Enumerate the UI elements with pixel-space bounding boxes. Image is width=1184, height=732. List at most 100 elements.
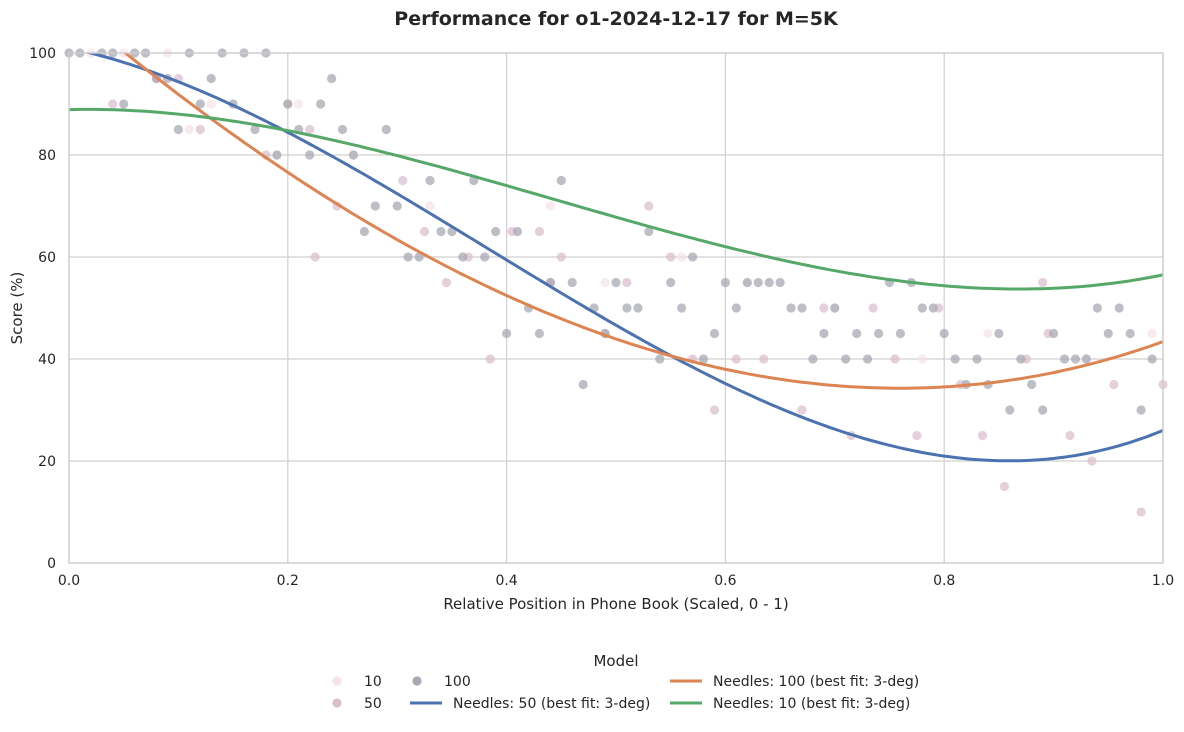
scatter-point-100 — [753, 277, 763, 288]
scatter-point-100 — [305, 150, 315, 160]
scatter-point-100 — [786, 303, 796, 313]
scatter-point-10 — [206, 99, 216, 109]
scatter-point-100 — [1081, 354, 1091, 364]
scatter-point-100 — [512, 226, 523, 237]
y-tick-label: 60 — [38, 250, 56, 266]
scatter-point-50 — [1109, 379, 1119, 390]
scatter-point-100 — [928, 303, 938, 313]
scatter-point-100 — [425, 175, 435, 186]
scatter-point-50 — [709, 405, 720, 415]
scatter-point-100 — [731, 303, 741, 313]
scatter-point-10 — [545, 201, 556, 211]
scatter-point-100 — [917, 303, 927, 313]
scatter-point-100 — [502, 328, 512, 339]
scatter-point-100 — [666, 277, 676, 288]
scatter-point-100 — [1125, 328, 1135, 339]
scatter-point-50 — [310, 252, 320, 262]
scatter-point-50 — [644, 201, 654, 211]
y-tick-label: 80 — [38, 148, 56, 164]
scatter-point-100 — [994, 328, 1004, 339]
scatter-point-100 — [655, 354, 665, 364]
scatter-point-100 — [1136, 405, 1146, 415]
scatter-point-50 — [1038, 277, 1048, 288]
scatter-point-100 — [1114, 303, 1124, 313]
scatter-point-100 — [622, 303, 632, 313]
x-tick-label: 0.4 — [495, 573, 517, 589]
scatter-point-100 — [972, 354, 982, 364]
scatter-point-100 — [742, 277, 752, 288]
y-tick-label: 40 — [38, 352, 56, 368]
scatter-point-50 — [819, 303, 829, 313]
legend-marker — [332, 698, 342, 708]
scatter-point-10 — [600, 277, 610, 288]
scatter-point-100 — [370, 201, 380, 211]
legend: Model 10 50 100 Needles: 50 (best fit: 3-de… — [332, 652, 919, 712]
scatter-point-100 — [1103, 328, 1113, 339]
legend-marker — [412, 676, 422, 686]
scatter-point-100 — [841, 354, 851, 364]
scatter-point-100 — [852, 328, 862, 339]
scatter-point-100 — [480, 252, 490, 262]
scatter-point-100 — [250, 124, 260, 135]
scatter-point-100 — [698, 354, 709, 364]
scatter-point-100 — [403, 252, 413, 262]
scatter-point-100 — [611, 277, 621, 288]
y-axis-label: Score (%) — [8, 272, 26, 345]
scatter-point-50 — [420, 226, 430, 237]
scatter-point-100 — [939, 328, 949, 339]
x-tick-label: 0.8 — [933, 573, 955, 589]
x-tick-label: 0.0 — [58, 573, 80, 589]
scatter-point-100 — [381, 124, 391, 135]
scatter-point-10 — [425, 201, 435, 211]
scatter-point-100 — [206, 73, 216, 84]
legend-label: Needles: 50 (best fit: 3-deg) — [453, 696, 650, 712]
scatter-point-100 — [173, 124, 183, 135]
scatter-point-10 — [917, 354, 927, 364]
legend-marker — [332, 676, 342, 686]
legend-title: Model — [593, 652, 638, 670]
scatter-point-100 — [830, 303, 840, 313]
scatter-points — [64, 48, 1168, 517]
scatter-point-100 — [633, 303, 643, 313]
scatter-point-50 — [534, 226, 545, 237]
scatter-point-100 — [1092, 303, 1102, 313]
scatter-point-10 — [1147, 328, 1157, 339]
scatter-point-50 — [1065, 430, 1075, 441]
scatter-point-100 — [1070, 354, 1081, 364]
scatter-point-50 — [1087, 456, 1097, 466]
scatter-point-100 — [556, 175, 566, 186]
scatter-point-100 — [119, 99, 129, 109]
scatter-point-100 — [283, 99, 293, 109]
scatter-point-100 — [1027, 379, 1037, 390]
x-tick-label: 0.2 — [277, 573, 299, 589]
scatter-point-50 — [977, 430, 988, 441]
legend-label: 10 — [364, 674, 382, 690]
scatter-point-50 — [622, 277, 632, 288]
scatter-point-100 — [797, 303, 807, 313]
scatter-point-10 — [983, 328, 993, 339]
scatter-point-50 — [666, 252, 676, 262]
scatter-point-100 — [195, 99, 205, 109]
scatter-point-100 — [1016, 354, 1026, 364]
scatter-point-100 — [337, 124, 348, 135]
scatter-point-50 — [441, 277, 451, 288]
scatter-point-100 — [950, 354, 960, 364]
fit-line-3 — [69, 107, 1163, 291]
scatter-point-100 — [316, 99, 326, 109]
grid-lines — [68, 52, 1164, 564]
scatter-point-50 — [890, 354, 900, 364]
scatter-point-100 — [534, 328, 545, 339]
scatter-point-100 — [895, 328, 906, 339]
fit-lines — [69, 53, 1163, 463]
y-tick-label: 0 — [47, 556, 56, 572]
scatter-point-50 — [912, 430, 922, 441]
scatter-point-100 — [578, 379, 588, 390]
plot-frame — [68, 52, 1164, 564]
scatter-point-10 — [677, 252, 687, 262]
fit-line-1 — [84, 53, 1163, 463]
scatter-point-100 — [272, 150, 282, 160]
scatter-point-100 — [436, 226, 446, 237]
scatter-point-50 — [556, 252, 566, 262]
scatter-point-50 — [485, 354, 495, 364]
